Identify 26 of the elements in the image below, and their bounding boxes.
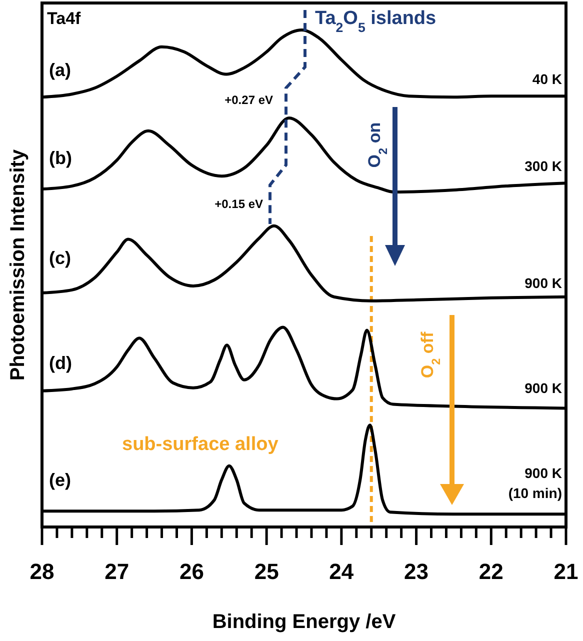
annotation: (a) <box>49 60 72 80</box>
x-axis-title: Binding Energy /eV <box>212 611 396 633</box>
annotation: Ta$_{2}$O$_{5}$ islands <box>315 8 436 34</box>
annotation: 900 K <box>524 380 562 396</box>
x-tick-label: 24 <box>329 559 354 584</box>
annotation: 40 K <box>532 71 562 87</box>
annotation: 900 K <box>524 465 562 481</box>
annotation: +0.15 eV <box>214 197 263 211</box>
annotation: 900 K <box>524 275 562 291</box>
annotation: +0.27 eV <box>224 93 273 107</box>
annotation: (d) <box>49 353 72 373</box>
x-tick-label: 28 <box>30 559 54 584</box>
x-tick-label: 25 <box>254 559 279 584</box>
annotation: 300 K <box>524 158 562 174</box>
x-tick-label: 23 <box>404 559 429 584</box>
annotation: (c) <box>49 248 72 268</box>
annotation: (10 min) <box>508 485 562 501</box>
text: Ta4f <box>47 9 82 28</box>
y-axis-title: Photoemission Intensity <box>7 148 29 381</box>
x-tick-label: 21 <box>554 559 578 584</box>
annotation: (b) <box>49 148 72 168</box>
x-tick-label: 27 <box>104 559 130 584</box>
annotation: (e) <box>49 470 72 490</box>
x-tick-label: 26 <box>179 559 204 584</box>
annotation: sub-surface alloy <box>122 434 279 455</box>
x-tick-label: 22 <box>478 559 504 584</box>
